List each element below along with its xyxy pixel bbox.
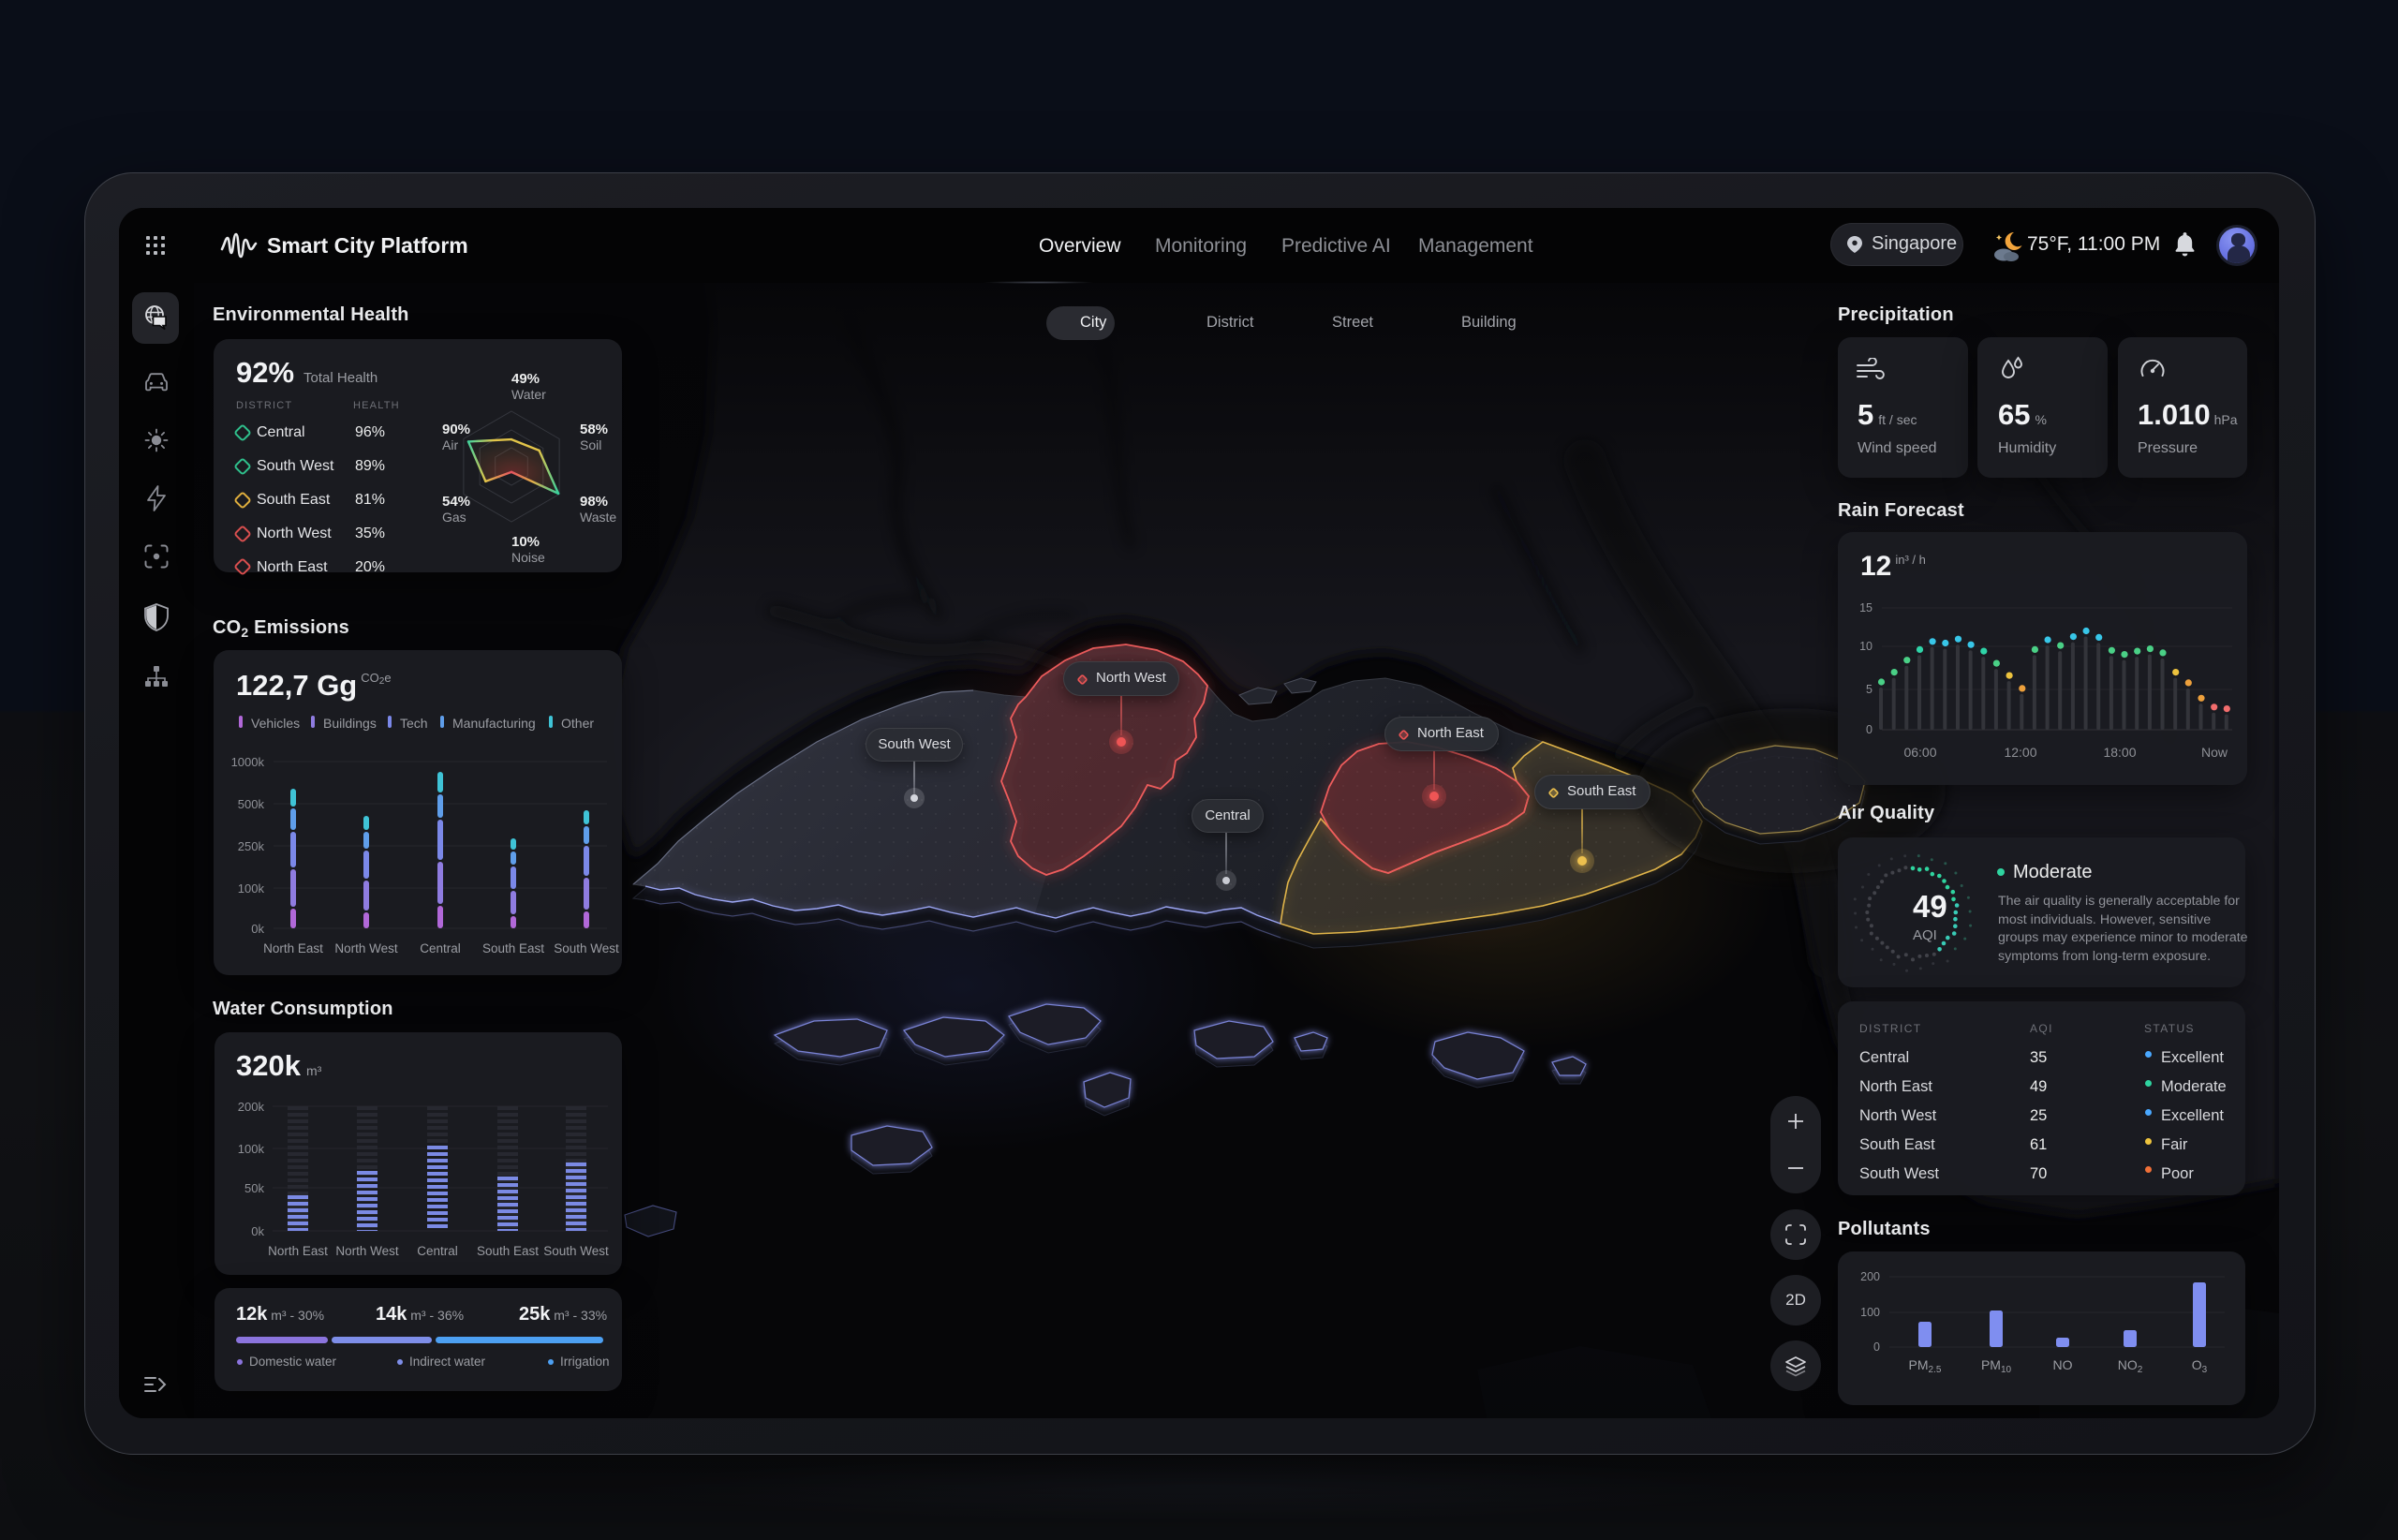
svg-text:100k: 100k: [238, 1142, 265, 1156]
svg-text:50k: 50k: [244, 1181, 264, 1195]
svg-text:Now: Now: [2201, 745, 2228, 760]
svg-text:Central: Central: [420, 941, 461, 955]
svg-text:South West: South West: [554, 941, 619, 955]
svg-text:200k: 200k: [238, 1100, 265, 1114]
svg-text:15: 15: [1859, 601, 1873, 615]
svg-text:10: 10: [1859, 640, 1873, 653]
svg-text:12:00: 12:00: [2004, 745, 2036, 760]
svg-text:NO2: NO2: [2118, 1357, 2143, 1375]
svg-text:1000k: 1000k: [231, 755, 265, 769]
svg-text:100k: 100k: [238, 881, 265, 896]
svg-text:North West: North West: [335, 1244, 399, 1258]
svg-text:200: 200: [1860, 1270, 1880, 1283]
svg-text:South East: South East: [482, 941, 544, 955]
svg-text:5: 5: [1866, 683, 1873, 696]
svg-text:South West: South West: [543, 1244, 609, 1258]
svg-text:250k: 250k: [238, 839, 265, 853]
svg-text:18:00: 18:00: [2103, 745, 2136, 760]
svg-text:0k: 0k: [251, 922, 264, 936]
svg-text:O3: O3: [2192, 1357, 2208, 1375]
svg-text:North East: North East: [263, 941, 323, 955]
svg-text:0: 0: [1866, 723, 1873, 736]
svg-text:PM10: PM10: [1981, 1357, 2012, 1375]
svg-text:Central: Central: [417, 1244, 458, 1258]
svg-text:PM2.5: PM2.5: [1909, 1357, 1942, 1375]
svg-text:North West: North West: [334, 941, 398, 955]
svg-text:500k: 500k: [238, 797, 265, 811]
svg-text:0k: 0k: [251, 1224, 264, 1238]
svg-text:South East: South East: [477, 1244, 539, 1258]
svg-text:06:00: 06:00: [1903, 745, 1936, 760]
svg-text:North East: North East: [268, 1244, 328, 1258]
svg-text:100: 100: [1860, 1306, 1880, 1319]
svg-text:0: 0: [1873, 1340, 1880, 1354]
svg-text:NO: NO: [2053, 1357, 2073, 1372]
